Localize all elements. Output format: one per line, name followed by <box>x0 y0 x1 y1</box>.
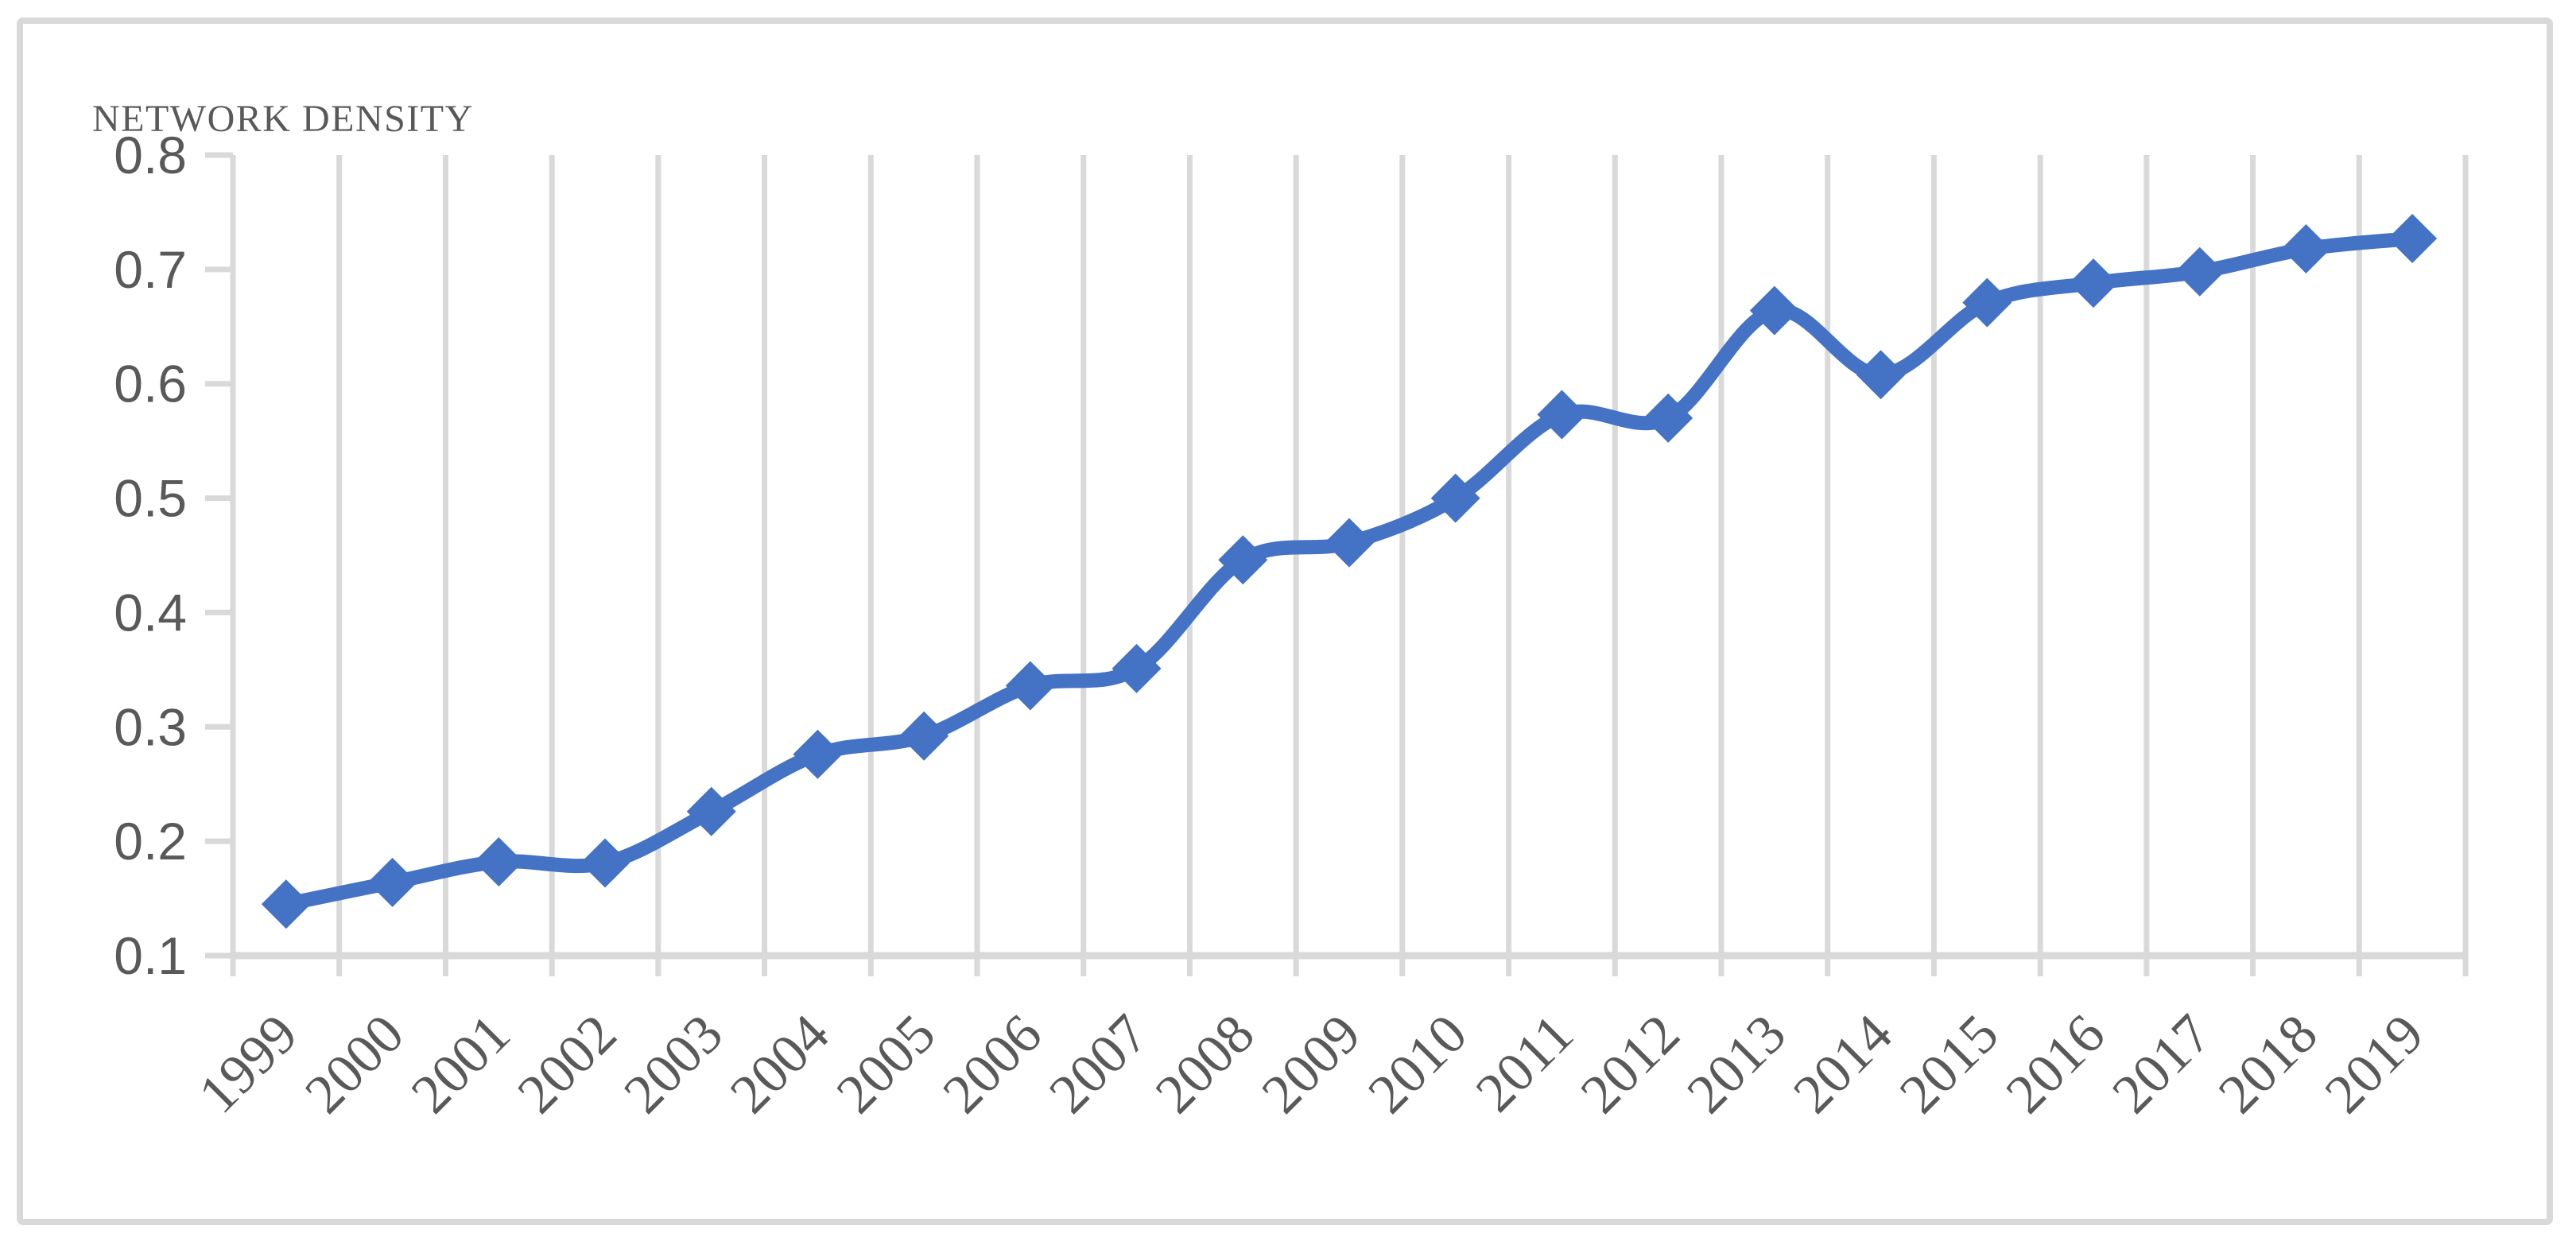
data-point-marker <box>1962 277 2012 328</box>
x-axis-label: 2006 <box>932 1003 1053 1125</box>
data-point-marker <box>367 857 417 907</box>
x-axis-label: 2008 <box>1144 1003 1266 1125</box>
data-point-marker <box>1111 643 1162 693</box>
y-axis-label: 0.3 <box>114 697 187 756</box>
data-point-marker <box>1430 473 1480 523</box>
x-axis-label: 2016 <box>1995 1003 2116 1125</box>
data-point-marker <box>261 879 311 929</box>
data-point-marker <box>899 711 949 761</box>
y-axis-label: 0.1 <box>114 926 187 985</box>
x-axis-label: 2012 <box>1569 1003 1691 1125</box>
data-point-marker <box>474 837 524 887</box>
x-axis-label: 2011 <box>1465 1003 1585 1124</box>
data-point-marker <box>686 786 736 836</box>
x-axis-label: 1999 <box>188 1003 309 1125</box>
data-point-marker <box>1325 518 1374 568</box>
chart-title: NETWORK DENSITY <box>92 98 474 140</box>
x-axis-label: 2017 <box>2101 1003 2223 1125</box>
data-point-marker <box>580 838 630 888</box>
x-axis-label: 2002 <box>506 1003 628 1125</box>
x-axis-label: 2000 <box>293 1003 415 1125</box>
data-point-marker <box>1749 285 1799 336</box>
y-axis-label: 0.2 <box>114 812 187 871</box>
data-series-line <box>278 231 2420 912</box>
x-axis-label: 2005 <box>825 1003 947 1125</box>
data-point-marker <box>1537 390 1587 440</box>
x-axis-label: 2003 <box>613 1003 735 1125</box>
y-axis-label: 0.8 <box>114 126 187 184</box>
data-point-marker <box>1005 661 1055 711</box>
x-axis-label: 2009 <box>1251 1003 1372 1125</box>
data-point-marker <box>793 729 843 779</box>
x-axis-label: 2001 <box>400 1003 522 1125</box>
x-axis-label: 2014 <box>1782 1003 1903 1125</box>
x-axis-label: 2015 <box>1888 1003 2010 1125</box>
x-axis-label: 2018 <box>2207 1003 2329 1125</box>
figure-border <box>17 17 2553 1225</box>
data-point-marker <box>1643 393 1693 443</box>
x-axis-label: 2019 <box>2314 1003 2435 1125</box>
data-point-marker <box>1218 535 1268 585</box>
x-axis-label: 2010 <box>1357 1003 1479 1125</box>
y-axis-label: 0.7 <box>114 240 187 299</box>
y-axis-label: 0.6 <box>114 355 187 413</box>
x-axis-label: 2004 <box>719 1003 840 1125</box>
data-point-marker <box>2069 258 2118 308</box>
data-point-marker <box>2388 214 2438 264</box>
y-axis-label: 0.5 <box>114 469 187 528</box>
x-axis-label: 2007 <box>1038 1003 1159 1125</box>
y-axis-label: 0.4 <box>114 583 187 642</box>
data-point-marker <box>2281 223 2331 273</box>
x-axis-label: 2013 <box>1676 1003 1798 1125</box>
data-point-marker <box>1856 350 1906 400</box>
data-point-marker <box>2174 246 2225 297</box>
